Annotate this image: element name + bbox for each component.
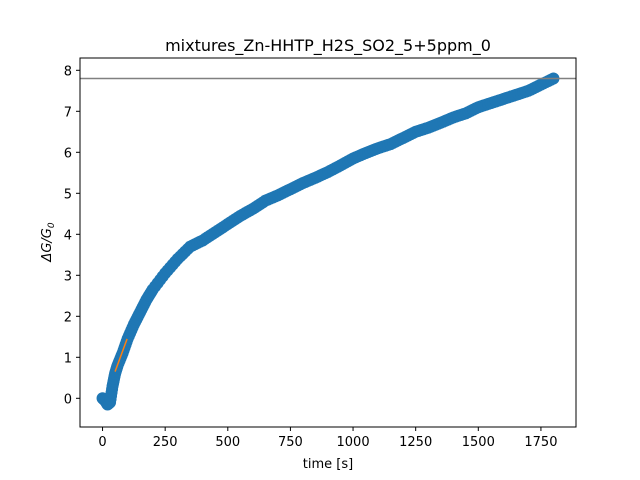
- x-tick-label: 1000: [337, 435, 370, 450]
- y-tick-label: 5: [64, 187, 72, 202]
- y-ticks: 0 1 2 3 4 5 6 7 8: [64, 64, 80, 407]
- y-tick-label: 8: [64, 64, 72, 79]
- x-tick-label: 250: [153, 435, 178, 450]
- x-tick-label: 1250: [399, 435, 432, 450]
- y-tick-label: 0: [64, 392, 72, 407]
- fit-line: [114, 338, 128, 372]
- x-tick-label: 1500: [462, 435, 495, 450]
- y-tick-label: 1: [64, 351, 72, 366]
- x-ticks: 0 250 500 750 1000 1250 1500 1750: [98, 427, 557, 450]
- chart-title: mixtures_Zn-HHTP_H2S_SO2_5+5ppm_0: [165, 36, 491, 56]
- fit-line-group: [114, 338, 128, 372]
- y-tick-label: 4: [64, 228, 72, 243]
- y-tick-label: 2: [64, 310, 72, 325]
- y-axis-label: ΔG/G0: [40, 222, 57, 262]
- y-axis-label-main: ΔG/G: [40, 228, 55, 262]
- y-axis-label-sub: 0: [47, 222, 57, 228]
- y-tick-label: 3: [64, 269, 72, 284]
- y-tick-label: 6: [64, 146, 72, 161]
- plot-frame: [79, 57, 577, 428]
- x-tick-label: 1750: [524, 435, 557, 450]
- x-tick-label: 750: [278, 435, 303, 450]
- x-tick-label: 500: [215, 435, 240, 450]
- x-axis-label: time [s]: [303, 457, 353, 472]
- scatter-points: [96, 72, 560, 411]
- y-tick-label: 7: [64, 105, 72, 120]
- x-tick-label: 0: [98, 435, 106, 450]
